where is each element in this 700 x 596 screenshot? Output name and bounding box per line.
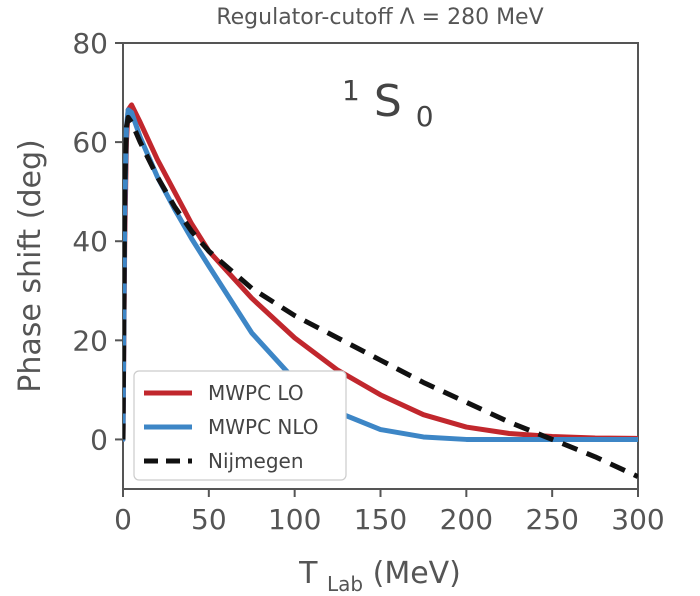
x-tick-label: 200 xyxy=(440,503,493,536)
x-tick-label: 300 xyxy=(611,503,664,536)
x-tick-label: 150 xyxy=(354,503,407,536)
y-tick-label: 40 xyxy=(72,225,108,258)
y-tick-label: 60 xyxy=(72,126,108,159)
annotation-superscript: 1 xyxy=(342,74,360,107)
x-axis-label: T Lab (MeV) xyxy=(298,556,461,596)
y-tick-label: 80 xyxy=(72,27,108,60)
x-axis-label-subscript: Lab xyxy=(327,572,363,596)
x-axis-label-main: T xyxy=(298,556,318,591)
x-tick-label: 100 xyxy=(268,503,321,536)
annotation-main: S xyxy=(374,76,402,127)
x-tick-label: 50 xyxy=(191,503,227,536)
chart-title: Regulator-cutoff Λ = 280 MeV xyxy=(216,5,543,30)
x-tick-label: 0 xyxy=(114,503,132,536)
x-axis-ticks: 0 50 100 150 200 250 300 xyxy=(114,489,665,536)
series-line-mwpc-nlo xyxy=(123,107,638,442)
y-tick-label: 20 xyxy=(72,324,108,357)
legend-box xyxy=(133,370,347,481)
annotation-subscript: 0 xyxy=(416,100,434,133)
x-axis-label-unit: (MeV) xyxy=(373,556,461,591)
y-axis-ticks: 0 20 40 60 80 xyxy=(72,27,123,456)
legend-label: MWPC NLO xyxy=(208,415,319,439)
x-tick-label: 250 xyxy=(525,503,578,536)
series-line-nijmegen xyxy=(123,114,638,479)
y-axis-label: Phase shift (deg) xyxy=(13,139,48,392)
legend-label: Nijmegen xyxy=(208,449,304,473)
y-tick-label: 0 xyxy=(90,423,108,456)
legend-label: MWPC LO xyxy=(208,381,304,405)
partial-wave-annotation: 1 S 0 xyxy=(342,60,434,133)
series-layer xyxy=(123,102,638,479)
legend: MWPC LO MWPC NLO Nijmegen xyxy=(133,370,347,481)
